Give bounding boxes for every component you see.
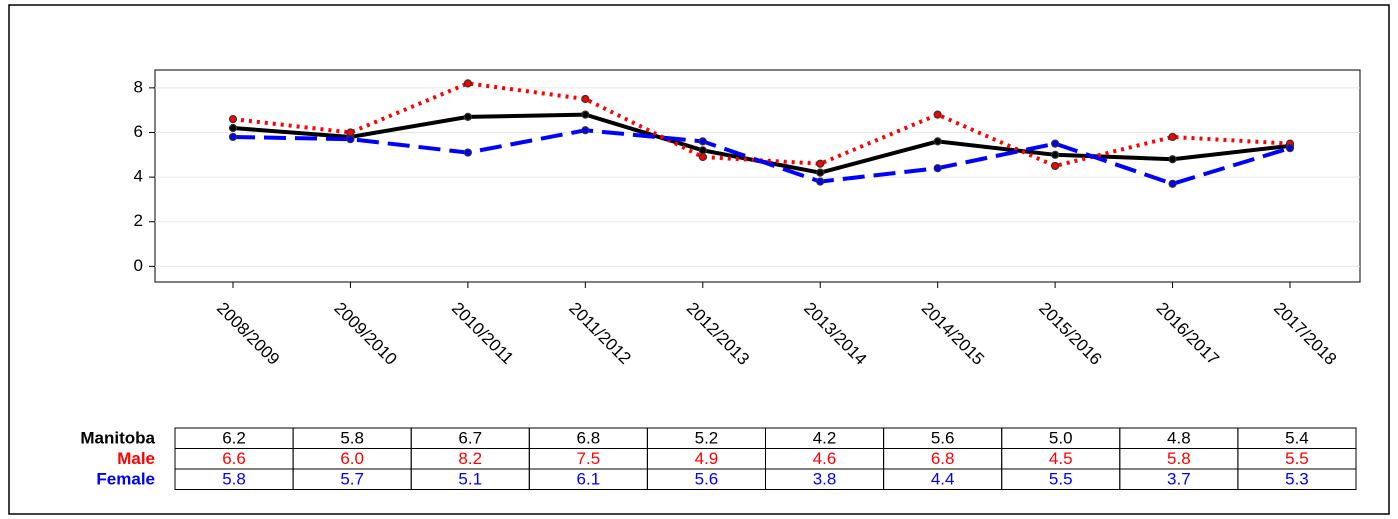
point [463,112,472,121]
table-value: 6.8 [577,429,601,448]
table-value: 4.2 [813,429,837,448]
row-header: Female [96,470,155,489]
point [933,137,942,146]
table-value: 5.3 [1285,470,1309,489]
point [933,164,942,173]
point [1168,179,1177,188]
point [698,152,707,162]
table-value: 5.6 [931,429,955,448]
table-value: 5.8 [1167,449,1191,468]
table-value: 4.5 [1049,449,1073,468]
table-value: 5.5 [1285,449,1309,468]
y-tick-label: 2 [134,211,143,230]
row-header: Male [117,449,155,468]
table-value: 8.2 [458,449,482,468]
point [1051,139,1060,148]
table-value: 5.8 [340,429,364,448]
point [698,146,707,155]
point [1168,155,1177,164]
point [228,132,238,142]
point [816,168,825,177]
table-value: 5.1 [458,470,482,489]
table-value: 5.2 [695,429,719,448]
point [1285,144,1295,153]
y-tick-label: 6 [134,122,143,141]
table-cell [1237,468,1357,490]
point [463,79,472,88]
point [581,126,590,135]
point [816,159,825,168]
table-value: 5.5 [1049,470,1073,489]
table-value: 3.8 [813,470,837,489]
table-value: 4.6 [813,449,837,468]
point [228,123,238,133]
frame [8,4,1390,515]
point [1051,150,1060,159]
point [463,148,472,157]
table-value: 4.9 [695,449,719,468]
y-tick-label: 8 [134,77,143,96]
table-value: 6.8 [931,449,955,468]
table-value: 3.7 [1167,470,1191,489]
table-value: 6.7 [458,429,482,448]
table-value: 6.0 [340,449,364,468]
point [933,110,942,119]
row-header: Manitoba [80,429,155,448]
point [228,114,238,124]
table-value: 5.4 [1285,429,1309,448]
series-line [232,128,1291,186]
table-value: 6.6 [222,449,246,468]
point [581,94,590,104]
table-value: 6.1 [577,470,601,489]
point [698,137,707,146]
plot-area [154,69,1361,283]
table-value: 5.6 [695,470,719,489]
point [1051,161,1060,171]
point [346,135,355,144]
table-value: 6.2 [222,429,246,448]
point [816,177,825,186]
table-value: 4.8 [1167,429,1191,448]
point [581,110,590,119]
table-value: 4.4 [931,470,955,489]
point [1168,132,1177,142]
y-tick-label: 4 [134,167,143,186]
table-value: 7.5 [577,449,601,468]
point [346,128,355,137]
table-value: 5.7 [340,470,364,489]
table-value: 5.0 [1049,429,1073,448]
table-value: 5.8 [222,470,246,489]
y-tick-label: 0 [134,256,143,275]
